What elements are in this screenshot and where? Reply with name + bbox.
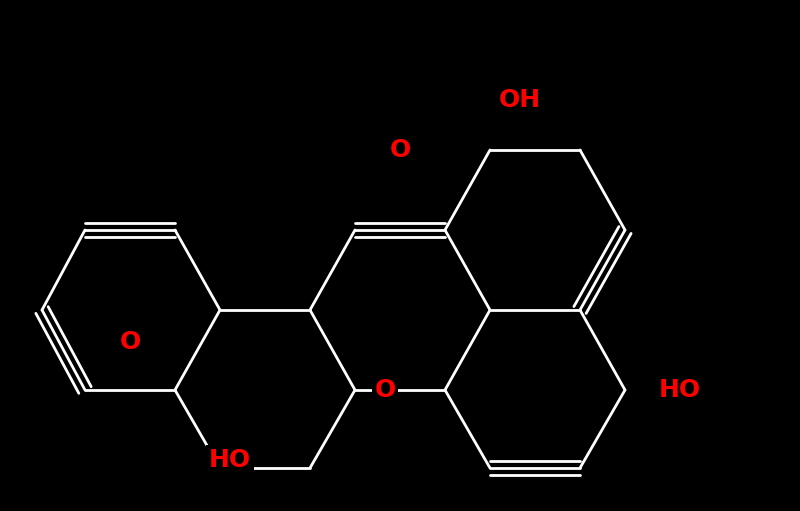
Text: O: O <box>390 138 410 162</box>
Text: O: O <box>374 378 396 402</box>
Text: HO: HO <box>209 448 251 472</box>
Text: HO: HO <box>659 378 701 402</box>
Text: OH: OH <box>499 88 541 112</box>
Text: O: O <box>119 330 141 354</box>
